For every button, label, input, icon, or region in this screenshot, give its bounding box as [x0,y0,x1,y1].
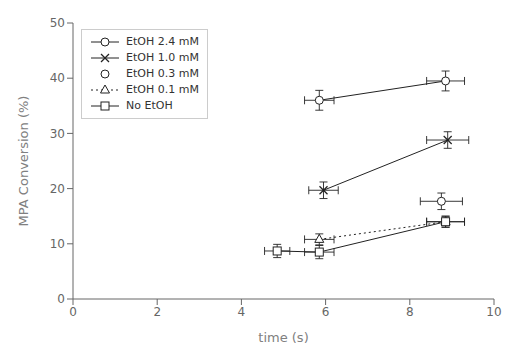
svg-text:time (s): time (s) [258,330,308,345]
html-text:No EtOH: No EtOH [126,99,173,112]
svg-text:40: 40 [50,71,65,85]
html-text:EtOH 0.1 mM: EtOH 0.1 mM [126,83,199,96]
svg-text:10: 10 [50,237,65,251]
svg-text:4: 4 [238,305,246,319]
svg-text:0: 0 [69,305,77,319]
html-text:EtOH 0.3 mM: EtOH 0.3 mM [126,67,199,80]
svg-text:30: 30 [50,127,65,141]
svg-text:0: 0 [57,292,65,306]
html-text:EtOH 1.0 mM: EtOH 1.0 mM [126,51,199,64]
svg-text:2: 2 [153,305,161,319]
svg-text:6: 6 [322,305,330,319]
svg-text:10: 10 [486,305,501,319]
svg-text:50: 50 [50,16,65,30]
html-text:EtOH 2.4 mM: EtOH 2.4 mM [126,35,199,48]
svg-text:MPA Conversion (%): MPA Conversion (%) [16,96,31,227]
svg-text:8: 8 [406,305,414,319]
svg-text:20: 20 [50,182,65,196]
